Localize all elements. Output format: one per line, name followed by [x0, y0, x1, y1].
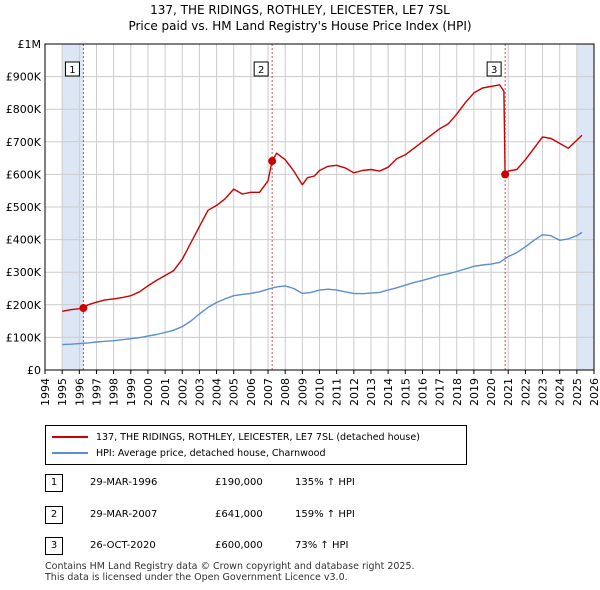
- legend-swatch-red: [52, 436, 88, 438]
- x-tick-label: 2011: [331, 378, 344, 406]
- series-line: [62, 84, 583, 312]
- x-tick-label: 1997: [90, 378, 103, 406]
- sale-markers: 1 2 3: [64, 61, 510, 313]
- x-tick-label: 2003: [193, 378, 206, 406]
- y-tick-label: £1M: [18, 38, 42, 51]
- x-tick-label: 2018: [451, 378, 464, 406]
- x-tick-label: 2013: [365, 378, 378, 406]
- y-tick-label: £300K: [6, 266, 42, 279]
- transaction-date: 29-MAR-2007: [90, 509, 158, 520]
- x-tick-label: 2025: [571, 378, 584, 406]
- footer-license: This data is licensed under the Open Gov…: [45, 572, 348, 583]
- transaction-price: £641,000: [215, 509, 263, 520]
- x-tick-label: 1996: [73, 378, 86, 406]
- x-tick-label: 1999: [125, 378, 138, 406]
- sale-point: [268, 157, 277, 166]
- x-tick-label: 2000: [142, 378, 155, 406]
- transaction-number-badge: 3: [45, 537, 63, 555]
- price-chart: 1 2 3 £0 £100K £200K £300K £400K £500K £600K £700…: [6, 38, 600, 406]
- x-tick-label: 1998: [108, 378, 121, 406]
- transaction-row: 3 26-OCT-2020 £600,000 73% ↑ HPI: [45, 537, 465, 555]
- legend-label-hpi: HPI: Average price, detached house, Char…: [96, 447, 326, 459]
- series-line: [62, 231, 583, 346]
- sale-label-box: [486, 61, 502, 77]
- chart-title-line1: 137, THE RIDINGS, ROTHLEY, LEICESTER, LE…: [150, 3, 450, 17]
- x-tick-label: 2002: [176, 378, 189, 406]
- x-tick-label: 2019: [468, 378, 481, 406]
- legend-swatch-blue: [52, 452, 88, 454]
- x-tick-label: 2016: [416, 378, 429, 406]
- transaction-price: £600,000: [215, 540, 263, 551]
- sale-point: [501, 170, 510, 179]
- sale-label-box: [64, 61, 80, 77]
- x-tick-label: 2024: [554, 378, 567, 406]
- y-tick-label: £400K: [6, 234, 42, 247]
- transaction-date: 26-OCT-2020: [90, 540, 156, 551]
- x-tick-label: 1995: [56, 378, 69, 406]
- chart-title-line2: Price paid vs. HM Land Registry's House …: [128, 19, 472, 33]
- transaction-hpi-change: 73% ↑ HPI: [295, 540, 349, 551]
- transaction-row: 1 29-MAR-1996 £190,000 135% ↑ HPI: [45, 474, 465, 492]
- sale-label-number: 2: [258, 65, 264, 76]
- x-tick-label: 2021: [502, 378, 515, 406]
- legend-label-property: 137, THE RIDINGS, ROTHLEY, LEICESTER, LE…: [96, 431, 420, 443]
- x-tick-label: 2004: [211, 378, 224, 406]
- x-tick-label: 2007: [262, 378, 275, 406]
- x-tick-label: 2005: [228, 378, 241, 406]
- y-tick-label: £100K: [6, 331, 42, 344]
- y-tick-label: £900K: [6, 71, 42, 84]
- axes: £0 £100K £200K £300K £400K £500K £600K £700K £80…: [6, 38, 600, 406]
- x-tick-label: 2012: [348, 378, 361, 406]
- grid-lines: [44, 43, 595, 371]
- transaction-number-badge: 2: [45, 506, 63, 524]
- y-tick-label: £500K: [6, 201, 42, 214]
- y-tick-label: £700K: [6, 136, 42, 149]
- legend: 137, THE RIDINGS, ROTHLEY, LEICESTER, LE…: [45, 425, 467, 465]
- x-tick-label: 2017: [434, 378, 447, 406]
- plot-frame: [44, 43, 595, 371]
- sale-label-number: 1: [69, 65, 75, 76]
- transaction-price: £190,000: [215, 477, 263, 488]
- x-tick-label: 1994: [39, 378, 52, 406]
- transaction-hpi-change: 135% ↑ HPI: [295, 477, 355, 488]
- series-lines: [62, 84, 583, 346]
- x-tick-label: 2009: [296, 378, 309, 406]
- y-tick-label: £0: [27, 364, 41, 377]
- legend-item-property: 137, THE RIDINGS, ROTHLEY, LEICESTER, LE…: [52, 430, 420, 444]
- x-tick-label: 2006: [245, 378, 258, 406]
- x-tick-label: 2015: [399, 378, 412, 406]
- x-tick-label: 2010: [314, 378, 327, 406]
- footer-attribution: Contains HM Land Registry data © Crown c…: [45, 561, 415, 583]
- sale-label-box: [253, 61, 269, 77]
- y-tick-label: £800K: [6, 103, 42, 116]
- sale-point: [79, 304, 88, 313]
- x-tick-label: 2026: [588, 378, 600, 406]
- transaction-date: 29-MAR-1996: [90, 477, 158, 488]
- transaction-row: 2 29-MAR-2007 £641,000 159% ↑ HPI: [45, 506, 465, 524]
- transaction-hpi-change: 159% ↑ HPI: [295, 509, 355, 520]
- x-tick-label: 2008: [279, 378, 292, 406]
- legend-item-hpi: HPI: Average price, detached house, Char…: [52, 446, 326, 460]
- y-tick-label: £200K: [6, 299, 42, 312]
- x-tick-label: 2014: [382, 378, 395, 406]
- footer-copyright: Contains HM Land Registry data © Crown c…: [45, 561, 415, 572]
- x-tick-label: 2023: [537, 378, 550, 406]
- y-tick-label: £600K: [6, 168, 42, 181]
- transaction-number-badge: 1: [45, 474, 63, 492]
- x-tick-label: 2022: [519, 378, 532, 406]
- sale-label-number: 3: [491, 65, 497, 76]
- x-tick-label: 2001: [159, 378, 172, 406]
- x-tick-label: 2020: [485, 378, 498, 406]
